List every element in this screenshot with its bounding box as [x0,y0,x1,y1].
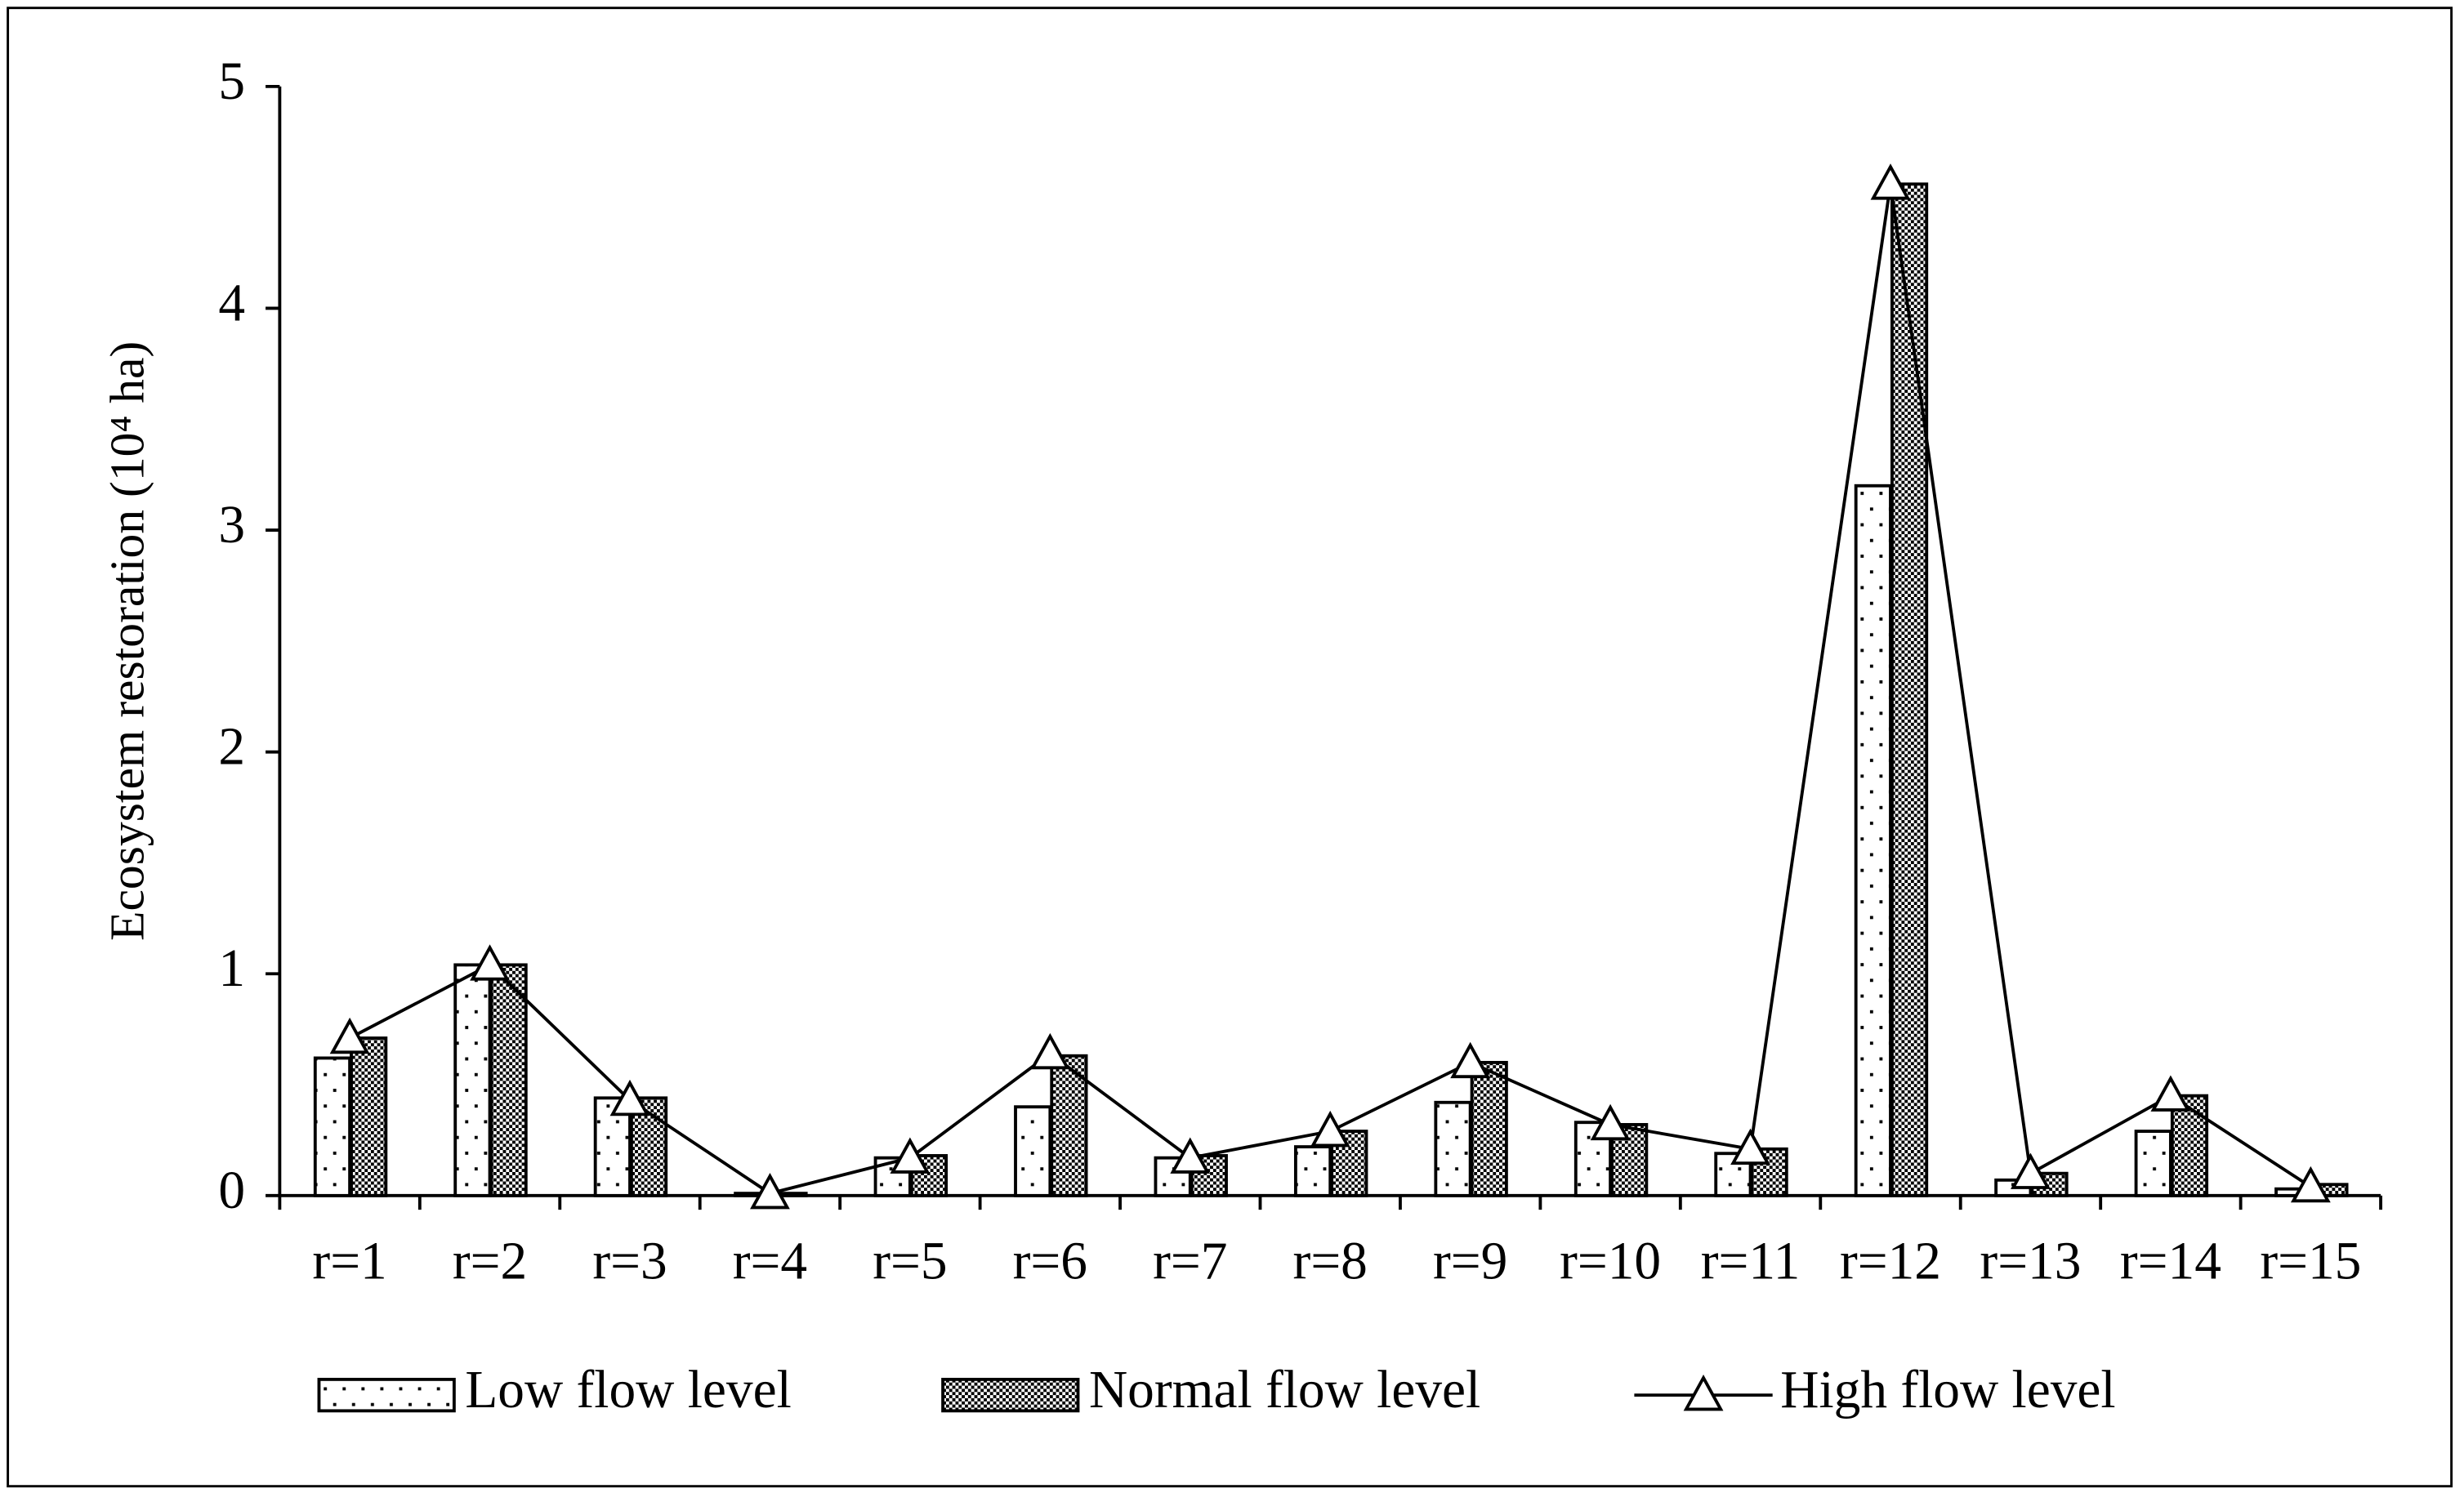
legend-swatch [941,1377,1080,1413]
x-tick-label: r=10 [1560,1232,1661,1290]
bar [1434,1100,1472,1197]
line-marker [2011,1152,2051,1189]
x-tick-label: r=7 [1153,1232,1227,1290]
x-tick-label: r=8 [1293,1232,1368,1290]
bar [909,1154,949,1197]
legend-label: High flow level [1780,1361,2115,1420]
bar [1050,1054,1088,1197]
line-marker [329,1017,370,1054]
bar [1890,182,1929,1197]
legend-label: Low flow level [465,1361,791,1420]
line-marker [1029,1032,1070,1070]
y-tick-label: 0 [218,1161,245,1220]
bar [313,1056,352,1197]
x-tick-label: r=14 [2120,1232,2221,1290]
bar [453,963,492,1197]
x-tick-label: r=2 [453,1232,527,1290]
y-axis-title: Ecosystem restoration (10⁴ ha) [100,341,154,941]
x-tick-label: r=4 [733,1232,807,1290]
bar [1854,484,1892,1197]
x-tick-label: r=3 [592,1232,667,1290]
line-marker [1450,1041,1491,1079]
line-marker [1590,1103,1631,1141]
line-marker [1310,1110,1350,1148]
y-tick-label: 1 [218,939,245,998]
line-marker [2150,1075,2191,1112]
y-tick-label: 4 [218,274,245,332]
line-marker [890,1137,931,1174]
y-tick-label: 5 [218,52,245,111]
y-tick-label: 3 [218,496,245,555]
x-tick-label: r=12 [1840,1232,1941,1290]
line-marker [609,1079,650,1116]
legend-swatch [317,1377,456,1413]
legend-label: Normal flow level [1089,1361,1480,1420]
line-marker [750,1172,790,1210]
bar [489,963,528,1197]
y-tick-label: 2 [218,718,245,777]
bar [2170,1094,2209,1197]
x-tick-label: r=5 [873,1232,947,1290]
bar [1470,1060,1508,1197]
x-tick-label: r=9 [1433,1232,1507,1290]
line-marker [1170,1137,1211,1174]
legend-marker [1683,1374,1724,1411]
x-tick-label: r=11 [1701,1232,1801,1290]
bar [1014,1105,1052,1197]
line-marker [1730,1128,1770,1165]
line-marker [1870,163,1911,200]
bar [350,1036,388,1197]
line-marker [470,944,510,981]
chart-border [7,7,2453,1488]
bar [2134,1130,2172,1197]
x-tick-label: r=13 [1980,1232,2081,1290]
x-tick-label: r=6 [1013,1232,1087,1290]
line-marker [2290,1165,2331,1203]
x-tick-label: r=15 [2260,1232,2361,1290]
bar [1293,1145,1332,1197]
x-tick-label: r=1 [312,1232,386,1290]
